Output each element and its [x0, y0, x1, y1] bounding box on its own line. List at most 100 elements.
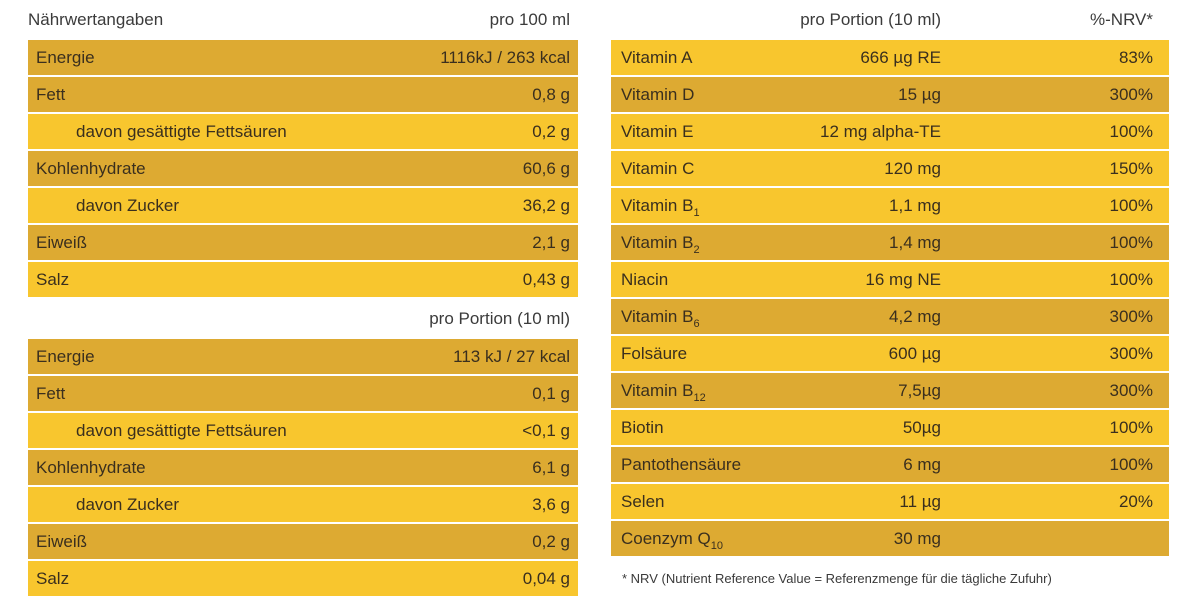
row-value: 0,2 g: [532, 531, 570, 551]
row-label: Pantothensäure: [621, 454, 742, 474]
row-label: davon gesättigte Fettsäuren: [76, 420, 287, 440]
vitamin-table: pro Portion (10 ml) %-NRV* Vitamin A 666 …: [611, 0, 1169, 558]
table-row: Niacin 16 mg NE 100%: [611, 262, 1169, 297]
table-row: Vitamin D 15 µg 300%: [611, 77, 1169, 112]
table-row: Biotin 50µg 100%: [611, 410, 1169, 445]
row-label: Vitamin C: [621, 158, 695, 178]
row-label: Vitamin B12: [621, 380, 706, 404]
row-nrv: 100%: [1109, 454, 1153, 474]
row-value: 16 mg NE: [865, 269, 941, 289]
row-value: 4,2 mg: [889, 306, 941, 326]
row-value: 0,2 g: [532, 121, 570, 141]
row-label: Kohlenhydrate: [36, 457, 146, 477]
row-nrv: 300%: [1109, 306, 1153, 326]
table-row: Vitamin B6 4,2 mg 300%: [611, 299, 1169, 334]
row-value: 3,6 g: [532, 494, 570, 514]
row-value: 1116kJ / 263 kcal: [440, 47, 570, 67]
table-row: Vitamin C 120 mg 150%: [611, 151, 1169, 186]
vitamin-portion-column-header: pro Portion (10 ml): [800, 10, 941, 29]
row-value: 6,1 g: [532, 457, 570, 477]
row-label: Energie: [36, 47, 95, 67]
row-nrv: 20%: [1118, 491, 1153, 511]
row-nrv: 100%: [1109, 232, 1153, 252]
nutrition-table-left: Nährwertangaben pro 100 ml Energie 1116kJ…: [28, 0, 578, 598]
table-row: Salz 0,43 g: [28, 262, 578, 297]
row-value: 36,2 g: [522, 195, 570, 215]
row-nrv: 83%: [1118, 47, 1153, 67]
row-value: 1,4 mg: [889, 232, 941, 252]
table-row: Pantothensäure 6 mg 100%: [611, 447, 1169, 482]
row-label: davon gesättigte Fettsäuren: [76, 121, 287, 141]
label-subscript: 12: [693, 391, 706, 404]
portion-header: pro Portion (10 ml): [28, 299, 578, 339]
table-row: davon gesättigte Fettsäuren <0,1 g: [28, 413, 578, 448]
row-value: 60,6 g: [522, 158, 570, 178]
row-nrv: 100%: [1109, 269, 1153, 289]
table-row: Kohlenhydrate 60,6 g: [28, 151, 578, 186]
row-value: 0,43 g: [522, 269, 570, 289]
row-value: 113 kJ / 27 kcal: [453, 346, 570, 366]
row-label: Selen: [621, 491, 665, 511]
table-row: Vitamin E 12 mg alpha-TE 100%: [611, 114, 1169, 149]
table-row: Eiweiß 2,1 g: [28, 225, 578, 260]
row-label: Eiweiß: [36, 232, 88, 252]
row-nrv: 300%: [1109, 380, 1153, 400]
row-label: Niacin: [621, 269, 669, 289]
per100-header: Nährwertangaben pro 100 ml: [28, 0, 578, 40]
table-row: Kohlenhydrate 6,1 g: [28, 450, 578, 485]
table-row: Salz 0,04 g: [28, 561, 578, 596]
table-row: Eiweiß 0,2 g: [28, 524, 578, 559]
portion-column-header: pro Portion (10 ml): [429, 309, 570, 328]
row-label: Folsäure: [621, 343, 688, 363]
row-nrv: 300%: [1109, 343, 1153, 363]
vitamin-header: pro Portion (10 ml) %-NRV*: [611, 0, 1169, 40]
row-label: Kohlenhydrate: [36, 158, 146, 178]
row-label: Fett: [36, 383, 66, 403]
label-subscript: 1: [693, 206, 700, 219]
per100-column-header: pro 100 ml: [489, 10, 570, 29]
label-subscript: 10: [710, 539, 723, 552]
row-value: 1,1 mg: [889, 195, 941, 215]
row-nrv: 150%: [1109, 158, 1153, 178]
vitamin-rows: Vitamin A 666 µg RE 83% Vitamin D 15 µg 300% V…: [611, 40, 1169, 556]
row-nrv: 100%: [1109, 195, 1153, 215]
table-row: Energie 1116kJ / 263 kcal: [28, 40, 578, 75]
table-row: Coenzym Q10 30 mg: [611, 521, 1169, 556]
row-label: Biotin: [621, 417, 664, 437]
table-row: Vitamin B12 7,5µg 300%: [611, 373, 1169, 408]
row-value: 666 µg RE: [860, 47, 941, 67]
table-row: Fett 0,1 g: [28, 376, 578, 411]
row-value: <0,1 g: [522, 420, 570, 440]
row-label: davon Zucker: [76, 494, 179, 514]
row-value: 30 mg: [893, 528, 941, 548]
table-row: Energie 113 kJ / 27 kcal: [28, 339, 578, 374]
row-label: Fett: [36, 84, 66, 104]
row-value: 120 mg: [884, 158, 941, 178]
table-row: Selen 11 µg 20%: [611, 484, 1169, 519]
label-subscript: 6: [693, 317, 700, 330]
row-value: 0,1 g: [532, 383, 570, 403]
row-label: davon Zucker: [76, 195, 179, 215]
row-value: 0,04 g: [522, 568, 570, 588]
row-value: 600 µg: [888, 343, 941, 363]
row-value: 2,1 g: [532, 232, 570, 252]
row-label: Salz: [36, 269, 70, 289]
row-value: 12 mg alpha-TE: [820, 121, 941, 141]
row-label: Salz: [36, 568, 70, 588]
row-label: Vitamin A: [621, 47, 693, 67]
row-value: 6 mg: [903, 454, 941, 474]
row-label: Vitamin B1: [621, 195, 700, 219]
nrv-footnote: * NRV (Nutrient Reference Value = Refere…: [622, 571, 1052, 586]
row-value: 15 µg: [898, 84, 941, 104]
table-row: davon Zucker 3,6 g: [28, 487, 578, 522]
row-label: Vitamin B6: [621, 306, 700, 330]
row-value: 0,8 g: [532, 84, 570, 104]
table-row: Folsäure 600 µg 300%: [611, 336, 1169, 371]
row-label: Vitamin B2: [621, 232, 700, 256]
label-subscript: 2: [693, 243, 700, 256]
row-label: Vitamin D: [621, 84, 695, 104]
row-nrv: 100%: [1109, 121, 1153, 141]
row-value: 11 µg: [899, 491, 941, 511]
table-row: Fett 0,8 g: [28, 77, 578, 112]
table-row: Vitamin A 666 µg RE 83%: [611, 40, 1169, 75]
